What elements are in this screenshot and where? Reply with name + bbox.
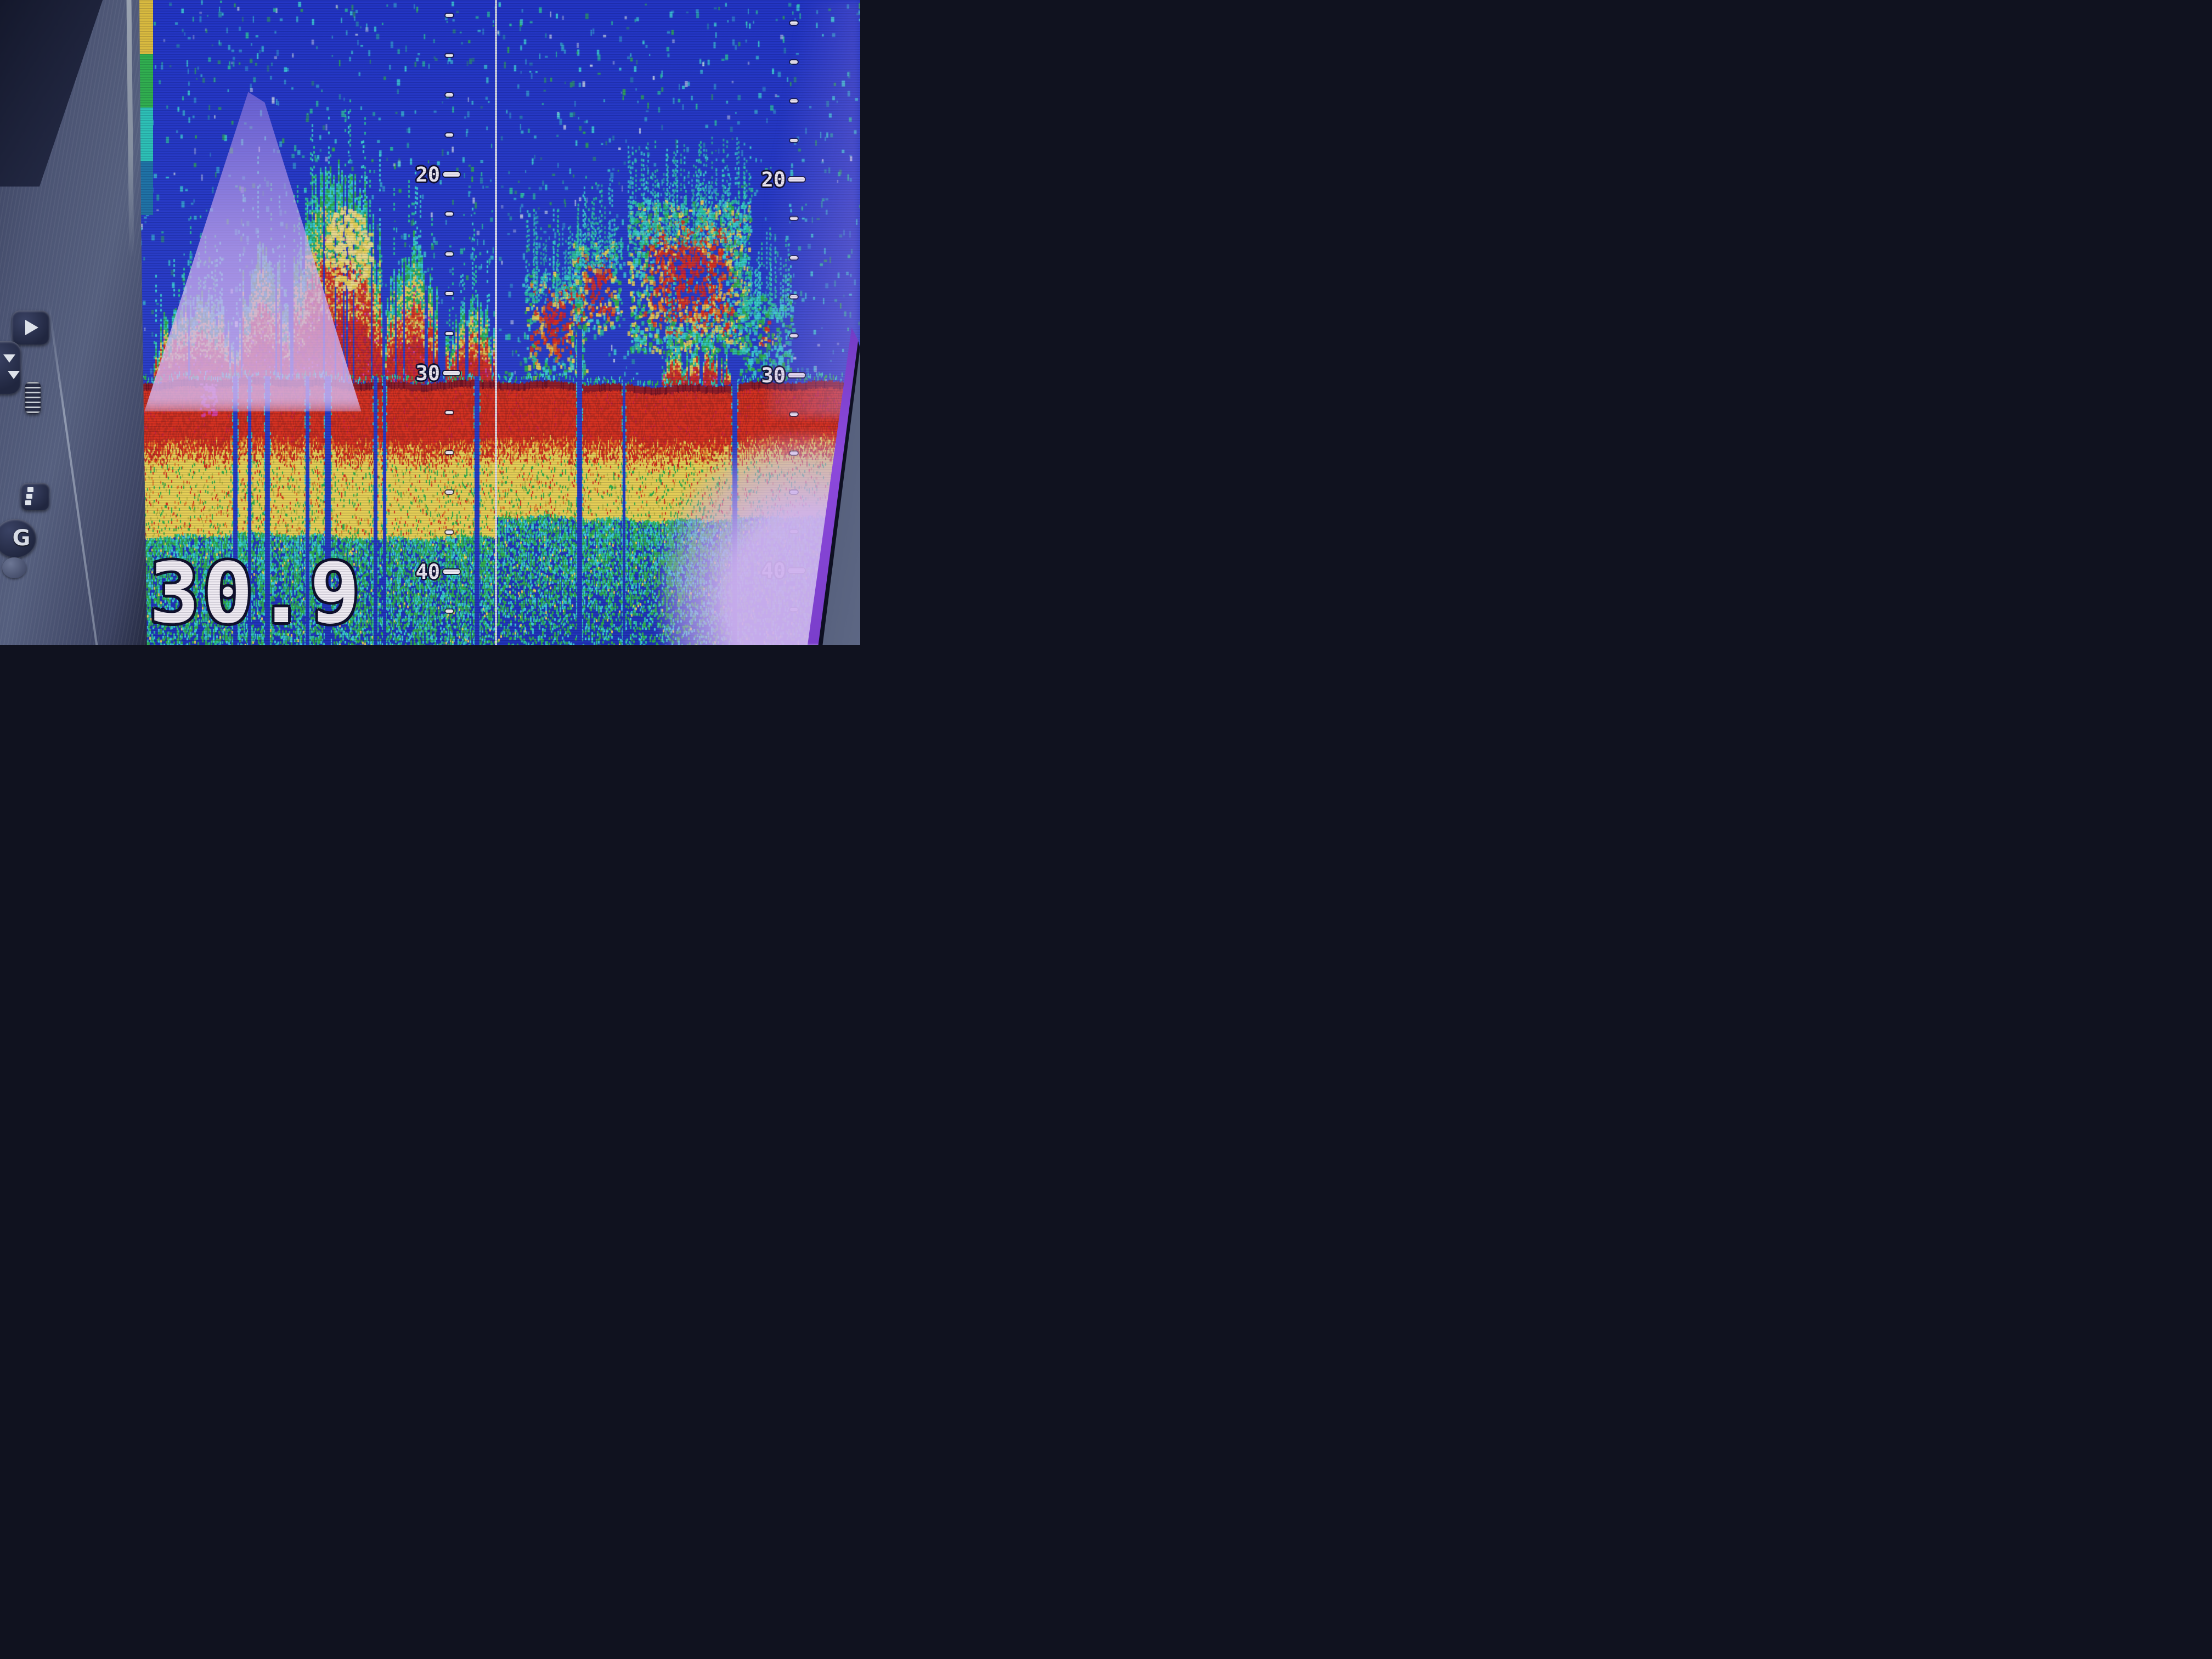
depth-minor-tick — [790, 295, 798, 298]
down-arrows-button[interactable] — [0, 341, 21, 394]
depth-scale-label: 40 — [761, 559, 786, 583]
depth-minor-tick — [445, 212, 453, 216]
depth-minor-tick — [445, 133, 453, 137]
depth-minor-tick — [790, 412, 798, 416]
depth-minor-tick — [445, 14, 453, 18]
depth-major-tick — [443, 172, 460, 177]
down-triangle-icon — [8, 371, 20, 379]
depth-minor-tick — [790, 608, 798, 612]
gain-button[interactable]: G — [0, 519, 36, 557]
depth-minor-tick — [445, 93, 453, 97]
depth-minor-tick — [790, 334, 798, 338]
depth-minor-tick — [790, 21, 798, 25]
right-arrow-button[interactable] — [12, 311, 49, 345]
colorbar-segment — [139, 54, 153, 108]
depth-major-tick — [788, 373, 805, 377]
right-triangle-icon — [25, 320, 38, 335]
depth-minor-tick — [445, 252, 453, 256]
stacked-squares-icon — [26, 494, 32, 499]
depth-minor-tick — [790, 99, 798, 103]
stacked-squares-icon — [25, 500, 31, 505]
depth-unit: m — [153, 601, 167, 628]
depth-minor-tick — [790, 256, 798, 259]
depth-major-tick — [443, 371, 460, 375]
depth-scale-label: 20 — [761, 168, 786, 191]
scroll-knob[interactable] — [25, 382, 41, 414]
depth-minor-tick — [445, 331, 453, 335]
depth-minor-tick — [445, 53, 453, 57]
depth-minor-tick — [445, 610, 453, 613]
depth-minor-tick — [445, 530, 453, 534]
down-triangle-icon — [3, 354, 15, 363]
depth-minor-tick — [445, 292, 453, 296]
depth-minor-tick — [790, 138, 798, 142]
depth-minor-tick — [790, 452, 798, 455]
panel-divider-line — [495, 0, 497, 645]
depth-value: 30.9 — [149, 545, 364, 642]
depth-major-tick — [788, 568, 805, 573]
depth-major-tick — [788, 177, 805, 182]
depth-minor-tick — [445, 411, 453, 415]
depth-minor-tick — [445, 490, 453, 494]
depth-scale-label: 30 — [415, 362, 440, 385]
depth-readout: 30.9 m — [149, 552, 360, 635]
blank-button[interactable] — [2, 557, 26, 578]
colorbar-segment — [139, 0, 153, 54]
menu-button[interactable] — [21, 483, 49, 510]
colorbar-segment — [139, 108, 153, 161]
stacked-squares-icon — [27, 487, 33, 492]
depth-minor-tick — [790, 217, 798, 221]
depth-scale-label: 20 — [415, 163, 440, 187]
depth-scale-label: 30 — [761, 363, 786, 387]
depth-major-tick — [443, 569, 460, 574]
signal-strength-colorbar — [139, 0, 153, 215]
depth-minor-tick — [790, 529, 798, 533]
g-glyph: G — [12, 526, 31, 551]
sonar-echogram-right-panel — [497, 0, 860, 645]
depth-minor-tick — [790, 490, 798, 494]
depth-scale-label: 40 — [415, 560, 440, 584]
depth-minor-tick — [445, 450, 453, 454]
depth-minor-tick — [790, 60, 798, 64]
fishfinder-display: 20 30 40 20 30 40 30.9 m G — [0, 0, 860, 645]
